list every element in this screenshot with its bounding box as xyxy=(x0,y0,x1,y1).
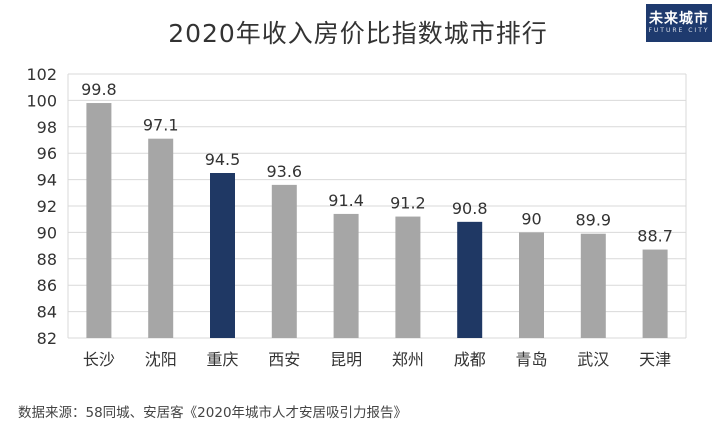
source-note: 数据来源：58同城、安居客《2020年城市人才安居吸引力报告》 xyxy=(18,405,408,421)
bar-8 xyxy=(519,232,544,338)
x-tick-label: 重庆 xyxy=(206,350,238,369)
bar-2 xyxy=(148,138,174,338)
x-axis: 长沙 沈阳 重庆 西安 昆明 郑州 成都 青岛 武汉 天津 xyxy=(83,350,671,369)
x-tick-label: 郑州 xyxy=(392,350,424,369)
logo: 未来城市 FUTURE CITY xyxy=(646,4,712,42)
y-tick-label: 100 xyxy=(26,91,57,110)
bar-9 xyxy=(580,233,606,338)
y-tick-label: 102 xyxy=(26,65,57,84)
logo-subtext: FUTURE CITY xyxy=(648,27,710,34)
y-tick-label: 90 xyxy=(37,223,57,242)
y-tick-label: 84 xyxy=(37,303,57,322)
bar-6 xyxy=(395,216,421,338)
y-tick-label: 86 xyxy=(37,276,57,295)
value-label: 90.8 xyxy=(452,199,488,218)
logo-text: 未来城市 xyxy=(649,11,709,27)
bars xyxy=(86,103,668,338)
x-tick-label: 西安 xyxy=(268,350,300,369)
bar-7 xyxy=(457,221,483,338)
y-tick-label: 92 xyxy=(37,197,57,216)
x-tick-label: 长沙 xyxy=(83,350,115,369)
x-tick-label: 沈阳 xyxy=(145,350,177,369)
value-labels: 99.8 97.1 94.5 93.6 91.4 91.2 90.8 90 89.9 88.7 xyxy=(81,80,673,246)
y-tick-label: 88 xyxy=(37,250,57,269)
value-label: 91.4 xyxy=(328,191,364,210)
bar-3 xyxy=(210,173,235,338)
x-tick-label: 武汉 xyxy=(577,350,609,369)
x-tick-label: 成都 xyxy=(454,350,486,369)
value-label: 99.8 xyxy=(81,80,117,99)
y-tick-label: 82 xyxy=(37,329,57,348)
y-axis: 82 84 86 88 90 92 94 96 98 100 102 xyxy=(26,65,57,348)
bar-10 xyxy=(642,249,668,338)
bar-1 xyxy=(86,103,112,338)
bar-5 xyxy=(333,213,359,338)
value-label: 94.5 xyxy=(205,150,241,169)
chart-title: 2020年收入房价比指数城市排行 xyxy=(168,19,548,48)
y-tick-label: 94 xyxy=(37,171,57,190)
value-label: 90 xyxy=(521,209,541,228)
value-label: 97.1 xyxy=(143,116,179,135)
bar-chart: 82 84 86 88 90 92 94 96 98 100 102 99.8 97.1 94.5 93.… xyxy=(26,65,687,369)
x-tick-label: 青岛 xyxy=(515,350,547,369)
y-tick-label: 96 xyxy=(37,144,57,163)
value-label: 88.7 xyxy=(637,227,673,246)
value-label: 91.2 xyxy=(390,194,426,213)
value-label: 89.9 xyxy=(575,211,611,230)
y-tick-label: 98 xyxy=(37,118,57,137)
value-label: 93.6 xyxy=(266,162,302,181)
x-tick-label: 昆明 xyxy=(330,350,362,369)
bar-4 xyxy=(271,184,297,338)
x-tick-label: 天津 xyxy=(639,350,671,369)
